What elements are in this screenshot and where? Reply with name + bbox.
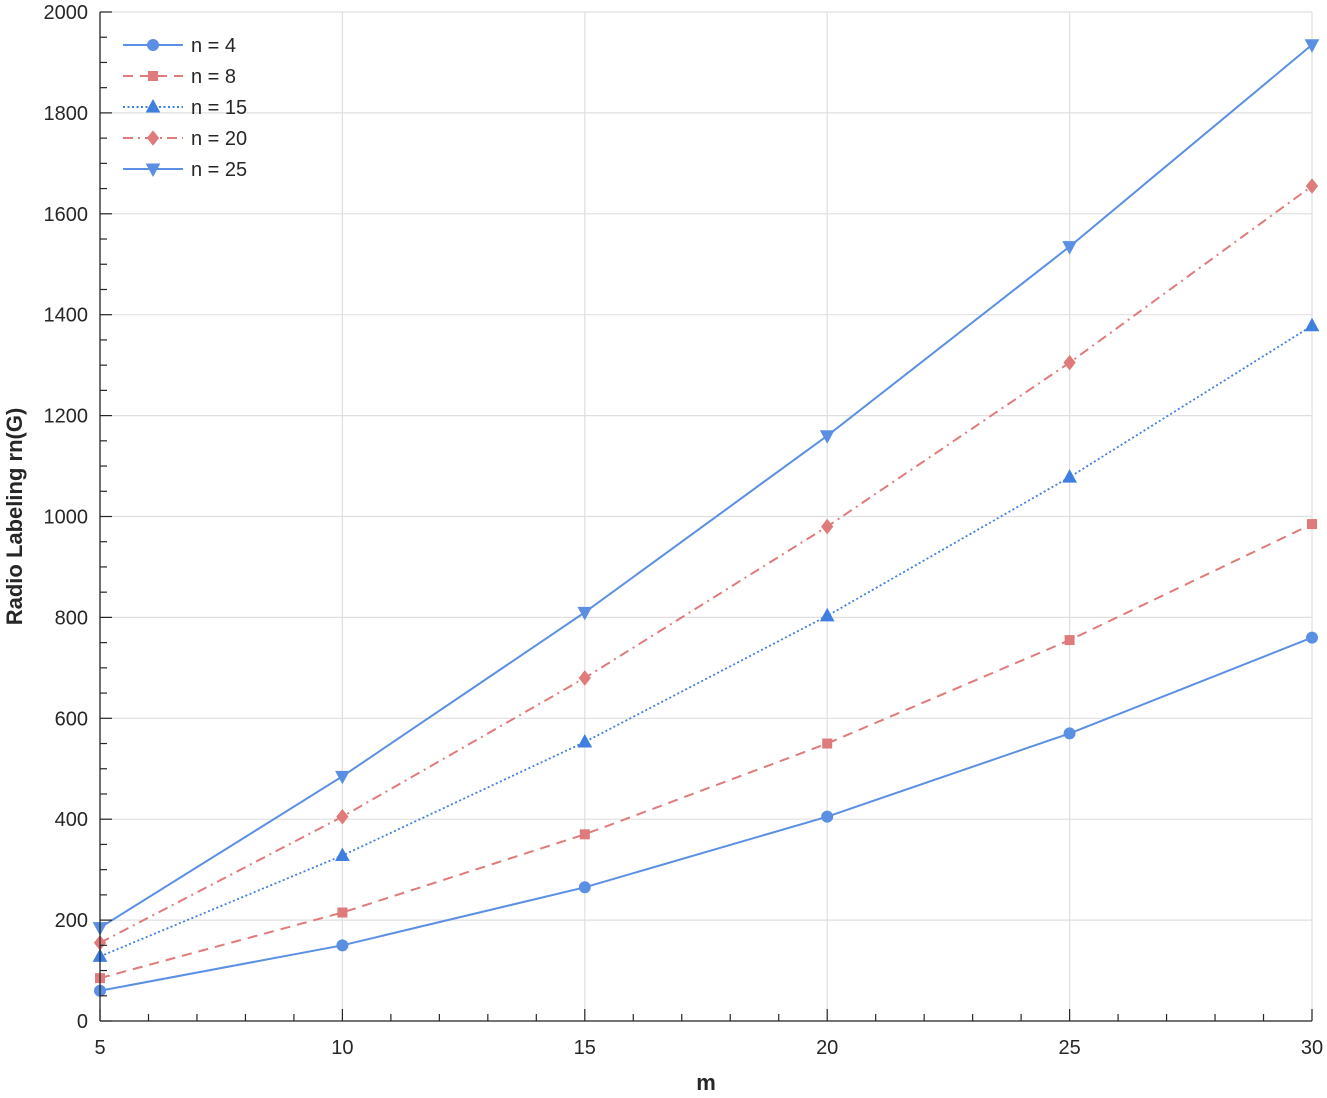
x-tick-label: 15 [574,1037,596,1059]
y-tick-label: 200 [55,910,88,932]
data-point [1304,317,1320,332]
y-tick-label: 1000 [44,507,89,529]
series-line [99,636,1313,992]
y-tick-label: 1600 [44,204,89,226]
data-point [1064,635,1075,646]
legend-entry: n = 4 [123,35,236,57]
legend-marker [145,98,161,113]
data-point [1307,519,1317,530]
data-point [1304,39,1320,53]
legend-marker [145,163,161,178]
x-axis-title: m [696,1070,716,1093]
data-point [336,939,349,952]
axes: 5 10 15 20 25 30 0 200 400 600 800 1000 1200 1400 1600… [44,2,1324,1059]
data-point [1306,631,1318,644]
x-tick-label: 20 [816,1037,838,1059]
data-point [335,847,350,862]
y-axis-title: Radio Labeling rn(G) [2,408,27,626]
data-point [821,518,834,535]
data-point [578,881,591,894]
series-line [99,44,1313,929]
legend-label: n = 4 [191,35,236,57]
legend-marker [147,39,159,51]
data-point [819,607,835,622]
legend-label: n = 15 [191,97,247,119]
grid [99,11,1313,1022]
data-point [336,808,349,825]
y-tick-label: 2000 [44,2,89,24]
legend-marker [148,71,158,81]
x-tick-label: 25 [1058,1037,1080,1059]
data-point [1062,241,1077,255]
legend: n = 4 n = 8 n = 15 n = 20 n = 25 [123,35,247,181]
x-tick-label: 5 [94,1037,105,1059]
series-line [99,523,1313,980]
y-tick-label: 1200 [44,406,89,428]
series-5 [92,39,1320,936]
data-point [335,770,350,785]
legend-entry: n = 15 [123,97,247,119]
data-point [577,606,593,621]
x-tick-label: 30 [1301,1037,1323,1059]
series-1 [94,631,1318,997]
legend-entry: n = 20 [123,128,247,150]
series-line [99,325,1313,958]
series-line [99,185,1313,944]
x-tick-label: 10 [331,1037,353,1059]
legend-label: n = 8 [191,66,236,88]
data-point [578,670,591,686]
y-tick-label: 1800 [44,103,89,125]
series-layer [92,39,1320,997]
y-tick-label: 0 [77,1011,88,1033]
data-point [1063,354,1076,371]
y-tick-label: 600 [55,708,88,730]
legend-entry: n = 8 [123,66,236,88]
data-point [1063,727,1076,740]
data-point [1062,469,1077,483]
data-point [577,733,593,748]
data-point [337,907,348,918]
data-point [822,738,833,749]
y-tick-label: 1400 [44,305,89,327]
legend-entry: n = 25 [123,159,247,181]
series-3 [92,317,1320,962]
legend-marker [146,130,160,146]
series-4 [93,178,1319,951]
data-point [579,829,590,840]
data-point [819,430,835,444]
legend-label: n = 25 [191,159,247,181]
data-point [1305,178,1319,194]
y-tick-label: 800 [55,607,88,629]
y-tick-label: 400 [55,809,88,831]
data-point [821,810,834,823]
legend-label: n = 20 [191,128,247,150]
